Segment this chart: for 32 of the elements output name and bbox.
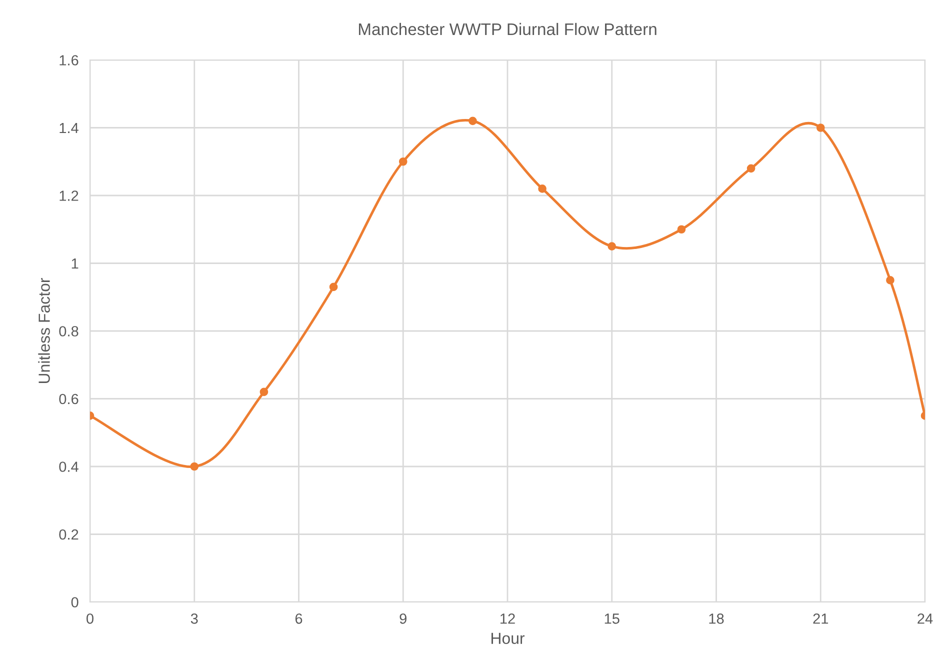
- point: [677, 225, 686, 234]
- y-tick-label: 0.4: [59, 462, 78, 472]
- point: [260, 388, 268, 396]
- y-tick-label: 1: [72, 258, 78, 269]
- x-tick-label: 12: [500, 613, 515, 624]
- point: [190, 462, 199, 471]
- chart-title: Manchester WWTP Diurnal Flow Pattern: [358, 22, 656, 36]
- point: [746, 164, 756, 173]
- x-axis-title: Hour: [492, 632, 525, 644]
- x-tick-label: 15: [604, 614, 620, 624]
- y-axis-title: Unitless Factor: [38, 278, 50, 384]
- point: [398, 157, 408, 166]
- y-tick-label: 0.2: [59, 529, 78, 540]
- x-tick-label: 3: [190, 613, 198, 624]
- point: [538, 184, 546, 193]
- y-tick-label: 0.6: [59, 394, 78, 404]
- y-tick-label: 1.6: [60, 55, 78, 66]
- x-tick-label: 9: [400, 613, 406, 624]
- x-tick-label: 24: [918, 613, 933, 624]
- point: [329, 282, 338, 292]
- x-tick-label: 0: [86, 613, 94, 624]
- y-tick-label: 1.4: [60, 123, 78, 134]
- y-tick-label: 0.8: [59, 326, 78, 336]
- x-tick-label: 18: [709, 613, 724, 624]
- y-tick-label: 1.2: [60, 190, 78, 201]
- point: [816, 124, 825, 132]
- x-tick-label: 21: [813, 613, 828, 624]
- point: [608, 242, 616, 250]
- y-tick-label: 0: [71, 597, 78, 608]
- x-tick-label: 6: [295, 613, 302, 624]
- point: [468, 116, 477, 126]
- point: [886, 276, 894, 284]
